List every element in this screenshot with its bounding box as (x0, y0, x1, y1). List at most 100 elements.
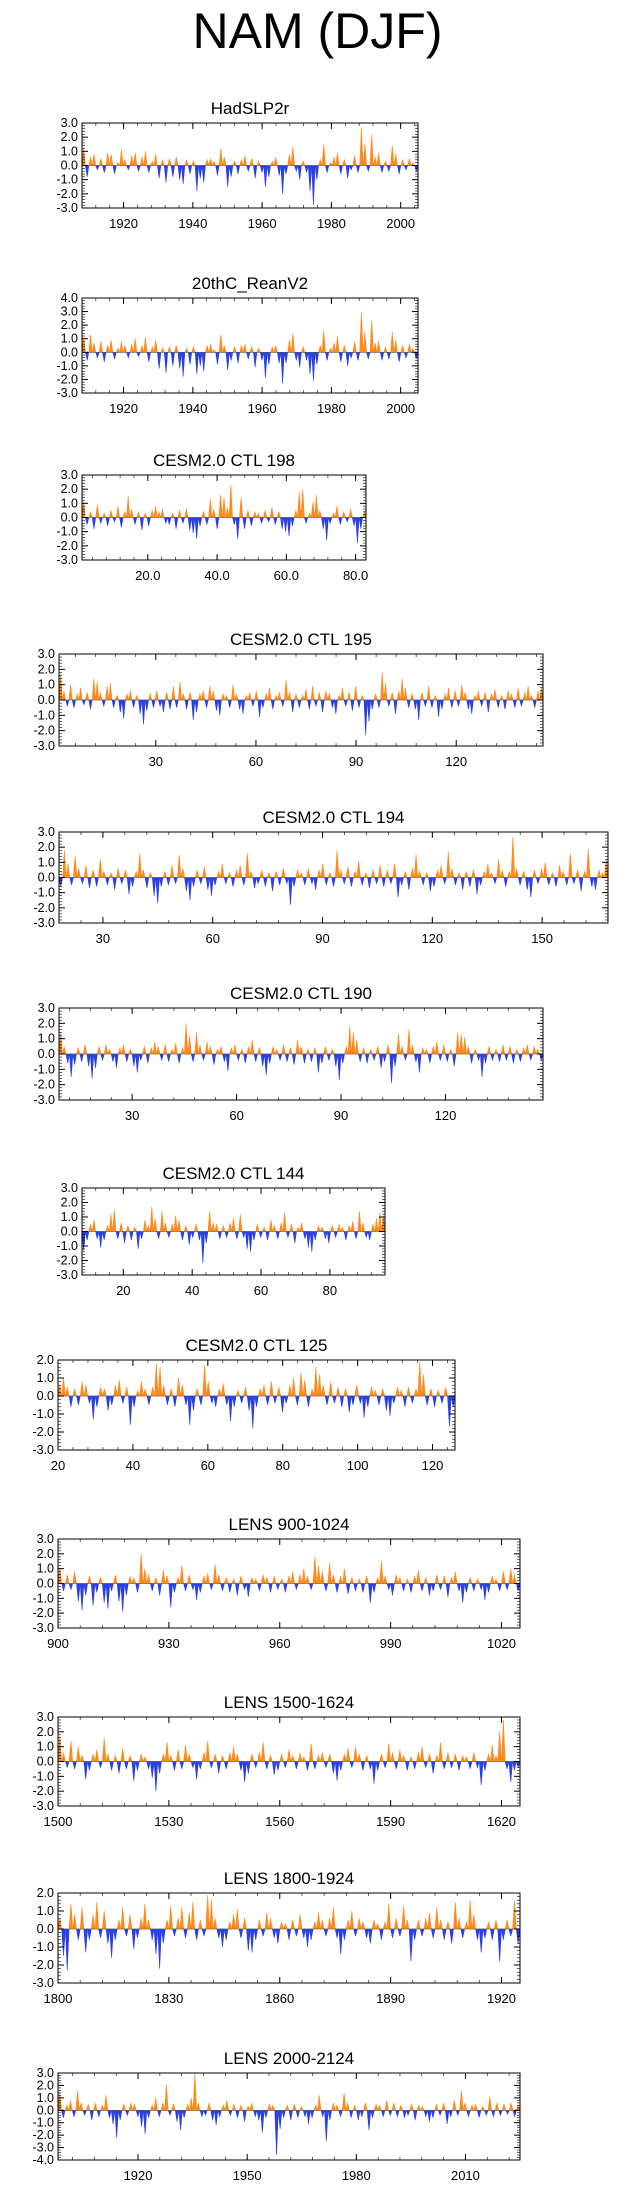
data-bar (345, 517, 350, 523)
data-bar (224, 1395, 230, 1406)
data-bar (386, 351, 391, 360)
data-bar (305, 1761, 310, 1771)
data-bar (238, 865, 243, 878)
data-bar (131, 699, 136, 708)
data-bar (408, 1583, 414, 1593)
data-bar (265, 1231, 270, 1241)
data-bar (252, 877, 257, 889)
data-bar (417, 870, 422, 878)
data-bar (536, 690, 541, 701)
data-bar (368, 1761, 373, 1769)
chart-title: CESM2.0 CTL 194 (262, 808, 404, 827)
data-bar (159, 877, 164, 887)
data-bar (214, 1224, 219, 1232)
data-bar (161, 699, 166, 713)
data-bar (96, 1046, 102, 1055)
data-bar (202, 866, 207, 878)
y-tick-label: -1.0 (33, 1062, 55, 1076)
y-tick-label: 0.0 (61, 159, 78, 173)
x-tick-label: 1620 (487, 1814, 516, 1829)
y-tick-label: -1.0 (33, 708, 55, 722)
data-bar (228, 484, 233, 518)
data-bar (73, 856, 78, 878)
data-bar (170, 351, 175, 366)
data-bar (125, 1224, 131, 1232)
data-bar (453, 877, 458, 886)
data-bar (194, 1032, 199, 1055)
data-bar (512, 699, 517, 708)
data-bar (280, 165, 285, 194)
x-tick-label: 30 (96, 931, 110, 946)
data-bar (272, 1395, 278, 1404)
data-bar (194, 869, 200, 878)
data-bar (279, 1578, 284, 1584)
chart-panel: LENS 2000-21243.02.01.00.0-1.0-2.0-3.0-4… (32, 2049, 521, 2183)
data-bar (79, 1907, 85, 1930)
data-bar (105, 1928, 111, 1944)
data-bar (216, 870, 221, 878)
data-bar (204, 1041, 210, 1055)
data-bar (57, 1567, 63, 1584)
data-bar (264, 692, 269, 701)
data-bar (190, 1901, 196, 1930)
data-bar (142, 1388, 148, 1397)
data-bar (118, 2109, 123, 2121)
data-bar (327, 1754, 332, 1762)
data-bar (471, 1752, 477, 1762)
y-tick-label: 2.0 (37, 1547, 54, 1561)
data-bar (136, 510, 141, 518)
data-bar (216, 1928, 221, 1939)
data-bar (406, 877, 411, 890)
data-bar (61, 1377, 66, 1397)
data-bar (443, 692, 448, 701)
data-bar (218, 494, 223, 518)
data-bar (243, 1053, 248, 1064)
data-bar (274, 1048, 279, 1055)
data-bar (331, 342, 337, 353)
x-tick-label: 1800 (44, 1991, 73, 2006)
data-bar (449, 868, 455, 878)
data-bar (499, 694, 504, 701)
data-bar (335, 335, 340, 353)
data-bar (265, 1395, 270, 1406)
data-bar (387, 1395, 393, 1416)
data-bar (76, 1928, 81, 1940)
data-bar (355, 165, 361, 173)
data-bar (238, 1761, 244, 1771)
data-bar (510, 836, 516, 878)
data-bar (272, 1224, 277, 1232)
data-bar (476, 690, 481, 701)
data-bar (402, 1395, 408, 1407)
data-bar (349, 2109, 354, 2118)
data-bar (333, 1053, 338, 1067)
data-bar (258, 1231, 263, 1239)
data-bar (167, 517, 172, 525)
data-bar (228, 1222, 233, 1232)
data-bar (410, 1395, 415, 1404)
data-bar (496, 699, 501, 708)
data-bar (253, 2109, 258, 2118)
data-bar (197, 692, 202, 701)
data-bar (76, 1395, 81, 1406)
data-bar (410, 1044, 415, 1055)
data-bar (194, 1761, 199, 1780)
x-tick-label: 930 (158, 1636, 180, 1651)
data-bar (79, 1583, 85, 1611)
x-tick-label: 1920 (109, 216, 138, 231)
x-tick-label: 40 (185, 1283, 199, 1298)
data-bar (223, 1761, 229, 1769)
data-bar (105, 1754, 111, 1762)
data-bar (283, 165, 289, 175)
data-bar (270, 699, 275, 710)
data-bar (229, 165, 234, 177)
data-bar (550, 872, 555, 878)
data-bar (464, 1921, 469, 1930)
data-bar (498, 2109, 503, 2117)
y-tick-label: -1.0 (32, 1940, 54, 1954)
data-bar (373, 2102, 379, 2111)
data-bar (407, 158, 412, 166)
data-bar (379, 165, 385, 173)
data-bar (113, 1574, 118, 1584)
data-bar (260, 1053, 265, 1067)
x-tick-label: 1590 (376, 1814, 405, 1829)
